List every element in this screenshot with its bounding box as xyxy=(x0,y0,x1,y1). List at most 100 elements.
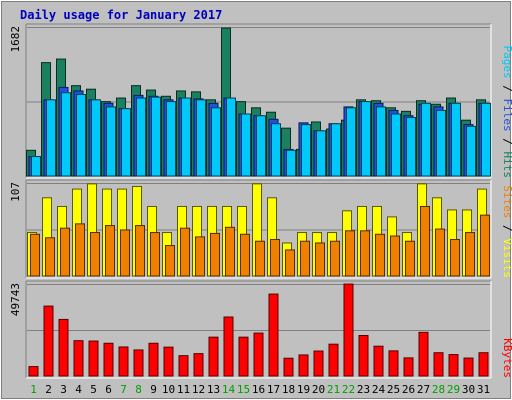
bar-pages-day-5 xyxy=(91,99,101,177)
bar-sites-day-11 xyxy=(180,227,190,277)
legend-2: Sites / Visits xyxy=(501,185,512,278)
x-tick-day-5: 5 xyxy=(90,383,97,396)
x-tick-day-27: 27 xyxy=(417,383,430,396)
x-tick-day-18: 18 xyxy=(282,383,295,396)
bar-pages-day-26 xyxy=(406,117,416,177)
x-tick-day-26: 26 xyxy=(402,383,415,396)
panel-2: 107 Sites / Visits xyxy=(9,179,512,279)
bar-sites-day-3 xyxy=(60,227,70,277)
bar-kbytes-day-18 xyxy=(283,357,294,377)
bar-sites-day-2 xyxy=(45,237,55,277)
bar-sites-day-23 xyxy=(360,230,370,277)
bar-kbytes-day-1 xyxy=(28,366,39,377)
bar-pages-day-23 xyxy=(361,101,371,177)
bar-kbytes-day-8 xyxy=(133,349,144,377)
bar-kbytes-day-10 xyxy=(163,346,174,377)
bar-kbytes-day-30 xyxy=(463,357,474,377)
x-tick-day-8: 8 xyxy=(135,383,142,396)
bar-kbytes-day-24 xyxy=(373,345,384,377)
bar-pages-day-28 xyxy=(436,109,446,177)
bar-kbytes-day-20 xyxy=(313,350,324,377)
x-tick-day-24: 24 xyxy=(372,383,386,396)
bar-sites-day-30 xyxy=(465,232,475,277)
bar-sites-day-14 xyxy=(225,226,235,277)
legend-sites: Sites xyxy=(501,185,512,218)
bar-sites-day-16 xyxy=(255,240,265,277)
x-tick-day-10: 10 xyxy=(162,383,175,396)
bar-pages-day-24 xyxy=(376,106,386,177)
bar-sites-day-9 xyxy=(150,232,160,277)
bar-pages-day-11 xyxy=(181,97,191,177)
y-max-label: 49743 xyxy=(9,283,22,316)
bar-kbytes-day-17 xyxy=(268,293,279,377)
bar-kbytes-day-5 xyxy=(88,340,99,377)
bar-sites-day-5 xyxy=(90,232,100,277)
bar-pages-day-21 xyxy=(331,123,341,177)
bar-kbytes-day-25 xyxy=(388,350,399,377)
x-tick-day-30: 30 xyxy=(462,383,475,396)
bar-kbytes-day-27 xyxy=(418,331,429,377)
bar-sites-day-6 xyxy=(105,225,115,277)
x-tick-day-17: 17 xyxy=(267,383,280,396)
bar-sites-day-4 xyxy=(75,223,85,277)
bar-kbytes-day-12 xyxy=(193,353,204,377)
bar-kbytes-day-13 xyxy=(208,336,219,377)
bar-pages-day-14 xyxy=(226,97,236,177)
bar-kbytes-day-22 xyxy=(343,283,354,377)
legend-hits: Hits xyxy=(501,152,512,179)
bar-sites-day-22 xyxy=(345,230,355,277)
bar-pages-day-3 xyxy=(61,92,71,177)
bar-sites-day-27 xyxy=(420,205,430,277)
bar-kbytes-day-19 xyxy=(298,354,309,377)
bar-kbytes-day-14 xyxy=(223,316,234,377)
bar-kbytes-day-26 xyxy=(403,357,414,377)
x-tick-day-6: 6 xyxy=(105,383,112,396)
bar-sites-day-24 xyxy=(375,233,385,277)
bar-sites-day-21 xyxy=(330,240,340,277)
legend-text: KBytes xyxy=(501,338,512,378)
bar-sites-day-17 xyxy=(270,238,280,277)
bar-kbytes-day-15 xyxy=(238,336,249,377)
bar-sites-day-18 xyxy=(285,249,295,277)
bar-kbytes-day-11 xyxy=(178,355,189,377)
bar-sites-day-25 xyxy=(390,235,400,277)
bar-pages-day-7 xyxy=(121,108,131,177)
bar-pages-day-30 xyxy=(466,125,476,177)
bar-sites-day-10 xyxy=(165,245,175,277)
legend-separator: / xyxy=(501,79,512,99)
x-tick-day-15: 15 xyxy=(237,383,250,396)
bar-pages-day-29 xyxy=(451,102,461,177)
bar-sites-day-1 xyxy=(30,233,40,277)
x-tick-day-29: 29 xyxy=(447,383,460,396)
bar-pages-day-17 xyxy=(271,123,281,177)
bar-pages-day-20 xyxy=(316,130,326,177)
x-tick-day-11: 11 xyxy=(177,383,190,396)
panel-1: 1682 Pages / Files / Hits xyxy=(9,23,512,179)
bar-sites-day-28 xyxy=(435,228,445,277)
bar-sites-day-26 xyxy=(405,240,415,277)
bar-pages-day-9 xyxy=(151,96,161,177)
x-tick-day-19: 19 xyxy=(297,383,310,396)
bar-pages-day-10 xyxy=(166,101,176,177)
bar-pages-day-15 xyxy=(241,113,251,177)
x-tick-day-25: 25 xyxy=(387,383,400,396)
bar-sites-day-29 xyxy=(450,238,460,277)
bar-pages-day-22 xyxy=(346,107,356,177)
bar-kbytes-day-4 xyxy=(73,340,84,377)
bar-sites-day-31 xyxy=(480,214,490,277)
legend-visits: Visits xyxy=(501,238,512,278)
bar-sites-day-19 xyxy=(300,240,310,277)
bar-kbytes-day-2 xyxy=(43,305,54,377)
legend-kbytes: KBytes xyxy=(501,338,512,378)
x-tick-day-13: 13 xyxy=(207,383,220,396)
legend-pages: Pages xyxy=(501,46,512,79)
bar-pages-day-12 xyxy=(196,99,206,177)
x-tick-day-12: 12 xyxy=(192,383,205,396)
bar-kbytes-day-28 xyxy=(433,352,444,377)
bar-kbytes-day-29 xyxy=(448,354,459,377)
bar-sites-day-12 xyxy=(195,236,205,277)
bar-pages-day-8 xyxy=(136,97,146,177)
